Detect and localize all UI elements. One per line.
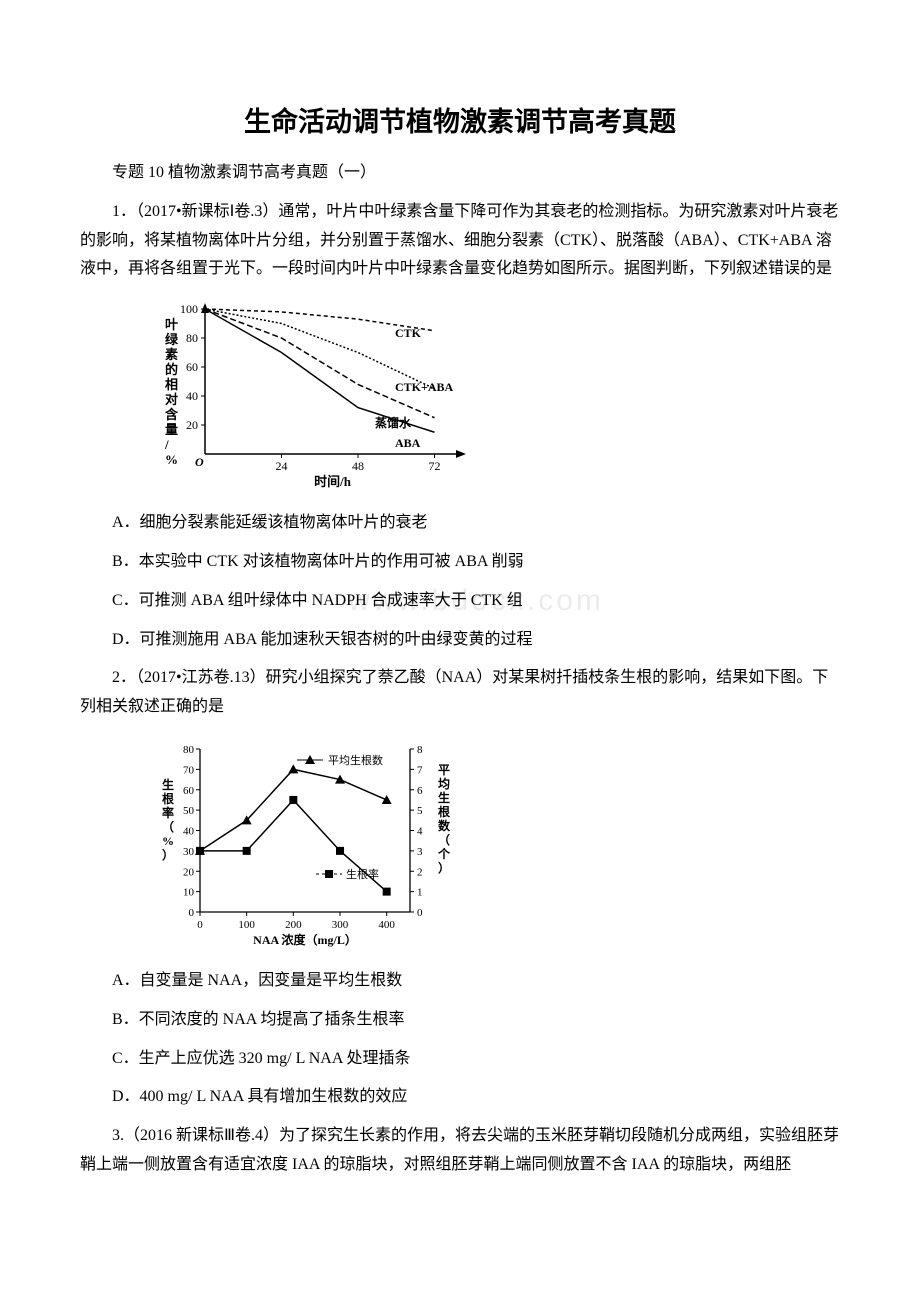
svg-text:CTK+ABA: CTK+ABA — [395, 380, 454, 394]
q1-optA: A．细胞分裂素能延缓该植物离体叶片的衰老 — [80, 509, 840, 538]
svg-text:）: ） — [162, 847, 174, 862]
svg-text:30: 30 — [183, 846, 195, 858]
svg-text:60: 60 — [186, 360, 198, 374]
svg-text:数: 数 — [438, 818, 451, 833]
svg-text:40: 40 — [186, 389, 198, 403]
svg-text:均: 均 — [438, 776, 450, 791]
q1-stem: 1．（2017•新课标Ⅰ卷.3）通常，叶片中叶绿素含量下降可作为其衰老的检测指标… — [80, 198, 840, 284]
svg-text:200: 200 — [285, 919, 302, 931]
svg-text:4: 4 — [417, 825, 423, 837]
svg-text:24: 24 — [276, 459, 288, 473]
svg-text:70: 70 — [183, 764, 195, 776]
svg-text:含: 含 — [164, 407, 179, 422]
svg-text:率: 率 — [162, 805, 174, 820]
svg-text:0: 0 — [189, 907, 195, 919]
svg-text:绿: 绿 — [165, 332, 179, 347]
svg-text:的: 的 — [165, 362, 178, 377]
svg-text:平均生根数: 平均生根数 — [328, 753, 383, 767]
svg-text:ABA: ABA — [395, 436, 421, 450]
svg-text:2: 2 — [417, 866, 423, 878]
svg-text:6: 6 — [417, 785, 423, 797]
svg-text:400: 400 — [378, 919, 395, 931]
svg-text:根: 根 — [438, 804, 450, 819]
svg-text:对: 对 — [165, 392, 178, 407]
svg-text:0: 0 — [417, 907, 423, 919]
svg-text:CTK: CTK — [395, 326, 422, 340]
svg-text:生: 生 — [162, 777, 174, 792]
svg-text:O: O — [195, 455, 204, 469]
subtitle: 专题 10 植物激素调节高考真题（一） — [80, 159, 840, 188]
svg-text:5: 5 — [417, 805, 423, 817]
svg-text:60: 60 — [183, 785, 195, 797]
q1-optB: B．本实验中 CTK 对该植物离体叶片的作用可被 ABA 削弱 — [80, 548, 840, 577]
svg-text:量: 量 — [165, 422, 178, 437]
q1-optD: D．可推测施用 ABA 能加速秋天银杏树的叶由绿变黄的过程 — [80, 626, 840, 655]
svg-text:7: 7 — [417, 764, 423, 776]
svg-text:NAA 浓度（mg/L）: NAA 浓度（mg/L） — [253, 932, 357, 947]
svg-text:100: 100 — [180, 302, 198, 316]
svg-text:3: 3 — [417, 846, 423, 858]
svg-text:平: 平 — [438, 763, 450, 777]
svg-text:时间/h: 时间/h — [314, 474, 352, 489]
chart1-chlorophyll: 20 40 60 80 100 24 48 72 O 叶绿素的相对含量/% 时间/h CTK CTK+A… — [150, 299, 840, 494]
svg-text:/: / — [164, 437, 169, 452]
q2-optD: D．400 mg/ L NAA 具有增加生根数的效应 — [80, 1083, 840, 1112]
svg-text:根: 根 — [162, 791, 174, 806]
q1-optC: C．可推测 ABA 组叶绿体中 NADPH 合成速率大于 CTK 组 www.b… — [80, 587, 840, 616]
q1-optC-text: C．可推测 ABA 组叶绿体中 NADPH 合成速率大于 CTK 组 — [112, 592, 523, 609]
q2-stem: 2．（2017•江苏卷.13）研究小组探究了萘乙酸（NAA）对某果树扦插枝条生根… — [80, 664, 840, 722]
svg-text:叶: 叶 — [165, 317, 178, 332]
svg-text:50: 50 — [183, 805, 195, 817]
svg-text:0: 0 — [197, 919, 203, 931]
svg-text:8: 8 — [417, 744, 423, 756]
page-title: 生命活动调节植物激素调节高考真题 — [80, 100, 840, 139]
svg-text:（: （ — [162, 819, 174, 834]
svg-text:（: （ — [438, 832, 450, 847]
svg-text:20: 20 — [183, 866, 195, 878]
svg-text:相: 相 — [165, 377, 178, 392]
svg-text:300: 300 — [332, 919, 349, 931]
svg-text:%: % — [162, 834, 174, 848]
svg-text:生根率: 生根率 — [346, 867, 379, 881]
svg-text:72: 72 — [429, 459, 441, 473]
svg-text:）: ） — [438, 860, 450, 875]
svg-text:生: 生 — [438, 790, 450, 805]
svg-text:10: 10 — [183, 887, 195, 899]
svg-text:40: 40 — [183, 825, 195, 837]
svg-text:80: 80 — [186, 331, 198, 345]
svg-text:个: 个 — [437, 846, 451, 861]
svg-text:48: 48 — [352, 459, 364, 473]
svg-text:素: 素 — [165, 347, 178, 362]
q3-stem: 3.（2016 新课标Ⅲ卷.4）为了探究生长素的作用，将去尖端的玉米胚芽鞘切段随… — [80, 1122, 840, 1180]
svg-text:1: 1 — [417, 887, 423, 899]
chart2-naa: 010203040506070800123456780100200300400生… — [150, 737, 840, 952]
svg-text:%: % — [165, 452, 178, 467]
q2-optA: A．自变量是 NAA，因变量是平均生根数 — [80, 967, 840, 996]
svg-text:20: 20 — [186, 418, 198, 432]
svg-text:80: 80 — [183, 744, 195, 756]
svg-text:100: 100 — [238, 919, 255, 931]
q2-optB: B．不同浓度的 NAA 均提高了插条生根率 — [80, 1006, 840, 1035]
q2-optC: C．生产上应优选 320 mg/ L NAA 处理插条 — [80, 1045, 840, 1074]
